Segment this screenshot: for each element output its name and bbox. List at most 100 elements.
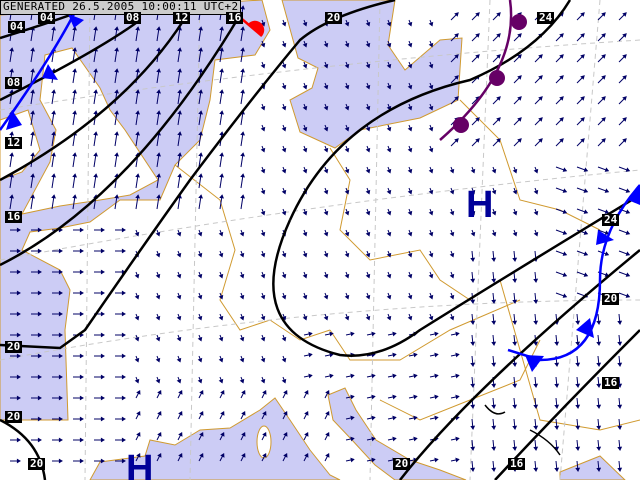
wind-arrowhead-icon [114, 194, 119, 199]
wind-arrowhead-icon [121, 332, 127, 338]
wind-arrowhead-icon [302, 210, 308, 216]
wind-arrowhead-icon [365, 189, 371, 195]
wind-arrowhead-icon [37, 269, 43, 275]
wind-arrowhead-icon [37, 374, 43, 380]
wind-arrowhead-icon [16, 437, 22, 443]
wind-arrowhead-icon [604, 230, 610, 235]
wind-arrowhead-icon [413, 436, 418, 442]
wind-arrowhead-icon [365, 105, 371, 111]
wind-arrowhead-icon [455, 457, 460, 463]
wind-arrowhead-icon [512, 446, 518, 451]
wind-arrowhead-icon [344, 21, 350, 27]
wind-arrowhead-icon [562, 209, 568, 214]
wind-arrowhead-icon [407, 168, 413, 174]
wind-arrowhead-icon [365, 63, 371, 69]
wind-arrowhead-icon [496, 33, 501, 38]
wind-arrowhead-icon [177, 110, 182, 115]
wind-arrowhead-icon [304, 411, 309, 416]
wind-arrowhead-icon [134, 273, 140, 279]
wind-arrowhead-icon [156, 47, 161, 52]
wind-arrowhead-icon [9, 194, 14, 199]
wind-arrowhead-icon [554, 341, 560, 346]
wind-arrowhead-icon [392, 415, 397, 421]
wind-arrowhead-icon [281, 189, 287, 195]
wind-arrowhead-icon [220, 453, 225, 458]
wind-arrowhead-icon [157, 411, 162, 416]
wind-arrowhead-icon [428, 126, 434, 132]
wind-arrowhead-icon [9, 89, 14, 94]
wind-arrowhead-icon [434, 457, 439, 463]
wind-arrowhead-icon [512, 383, 518, 388]
wind-arrowhead-icon [575, 362, 581, 367]
occluded-front-symbol-icon [511, 14, 527, 30]
occluded-front-symbol-icon [453, 117, 469, 133]
wind-arrowhead-icon [281, 63, 287, 69]
wind-arrowhead-icon [371, 394, 376, 400]
wind-arrowhead-icon [386, 273, 392, 279]
wind-arrowhead-icon [475, 33, 480, 38]
wind-arrowhead-icon [51, 131, 56, 136]
wind-arrowhead-icon [407, 147, 413, 153]
wind-arrowhead-icon [16, 290, 22, 296]
wind-arrowhead-icon [617, 341, 623, 346]
wind-arrowhead-icon [428, 189, 434, 195]
isobar-label: 20 [28, 457, 46, 470]
wind-arrowhead-icon [601, 54, 606, 59]
wind-arrowhead-icon [554, 467, 560, 472]
wind-arrowhead-icon [454, 96, 459, 101]
wind-arrowhead-icon [177, 152, 182, 157]
wind-arrowhead-icon [37, 248, 43, 254]
wind-arrowhead-icon [407, 210, 413, 216]
wind-arrowhead-icon [283, 411, 288, 416]
wind-arrowhead-icon [622, 33, 627, 38]
wind-arrowhead-icon [100, 395, 106, 401]
wind-arrowhead-icon [198, 68, 203, 73]
wind-arrowhead-icon [386, 21, 392, 27]
wind-arrowhead-icon [323, 315, 329, 321]
wind-arrowhead-icon [428, 315, 434, 321]
wind-arrowhead-icon [51, 194, 56, 199]
wind-arrowhead-icon [156, 110, 161, 115]
wind-arrowhead-icon [470, 189, 476, 195]
wind-arrowhead-icon [575, 425, 581, 430]
cold-front-triangle-icon [68, 14, 84, 28]
wind-arrowhead-icon [121, 374, 127, 380]
wind-arrowhead-icon [176, 294, 182, 300]
wind-arrowhead-icon [371, 331, 376, 337]
wind-arrowhead-icon [323, 210, 329, 216]
wind-arrowhead-icon [220, 432, 225, 437]
wind-arrowhead-icon [407, 315, 413, 321]
wind-arrowhead-icon [512, 425, 518, 430]
wind-arrowhead-icon [9, 131, 14, 136]
wind-arrowhead-icon [470, 383, 476, 388]
wind-arrowhead-icon [262, 432, 267, 437]
wind-arrowhead-icon [51, 173, 56, 178]
isobar-label: 20 [5, 340, 23, 353]
wind-arrowhead-icon [625, 209, 631, 214]
wind-arrowhead-icon [512, 404, 518, 409]
wind-arrowhead-icon [260, 105, 266, 111]
wind-arrowhead-icon [218, 315, 224, 321]
wind-arrowhead-icon [30, 152, 35, 157]
wind-arrowhead-icon [281, 294, 287, 300]
wind-arrowhead-icon [177, 131, 182, 136]
wind-arrowhead-icon [512, 231, 518, 237]
wind-arrowhead-icon [596, 362, 602, 367]
wind-arrowhead-icon [176, 378, 182, 384]
wind-arrowhead-icon [100, 332, 106, 338]
wind-arrowhead-icon [323, 105, 329, 111]
wind-arrowhead-icon [344, 168, 350, 174]
isobar-label: 20 [325, 11, 343, 24]
wind-arrowhead-icon [575, 341, 581, 346]
wind-arrowhead-icon [219, 194, 224, 199]
wind-arrowhead-icon [219, 110, 224, 115]
wind-arrowhead-icon [562, 251, 568, 256]
wind-arrowhead-icon [135, 47, 140, 52]
wind-arrowhead-icon [114, 26, 119, 31]
wind-arrowhead-icon [428, 84, 434, 90]
wind-arrowhead-icon [580, 138, 585, 143]
wind-arrowhead-icon [281, 105, 287, 111]
wind-arrowhead-icon [323, 273, 329, 279]
wind-arrowhead-icon [365, 210, 371, 216]
wind-arrowhead-icon [622, 54, 627, 59]
